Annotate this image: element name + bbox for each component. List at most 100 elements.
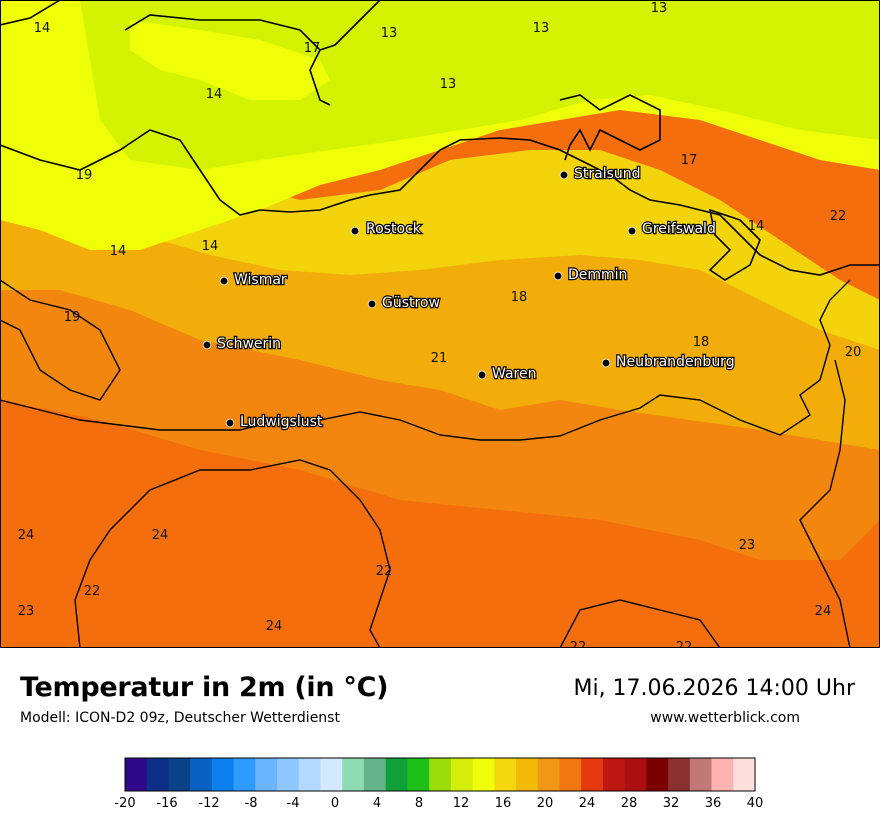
scale-tick-label: 24 xyxy=(579,796,596,811)
temp-label: 18 xyxy=(693,335,710,350)
color-swatch xyxy=(733,758,756,791)
color-swatch xyxy=(429,758,452,791)
website-link[interactable]: www.wetterblick.com xyxy=(650,710,800,726)
color-swatch xyxy=(255,758,278,791)
chart-title: Temperatur in 2m (in °C) xyxy=(20,672,389,703)
temp-label: 21 xyxy=(431,351,448,366)
temp-label: 24 xyxy=(152,528,169,543)
temperature-map: 14 17 13 13 13 14 13 17 19 14 14 14 19 1… xyxy=(0,0,880,648)
color-swatch xyxy=(450,758,474,791)
temp-label: 22 xyxy=(676,640,693,648)
svg-text:Waren: Waren xyxy=(492,366,536,382)
scale-tick-label: 12 xyxy=(453,796,470,811)
city-waren: Waren xyxy=(477,365,538,383)
field-14 xyxy=(80,0,880,170)
color-swatch xyxy=(320,758,343,791)
svg-text:Greifswald: Greifswald xyxy=(642,221,716,237)
temp-label: 14 xyxy=(110,244,127,259)
city-demmin: Demmin xyxy=(553,266,629,284)
scale-tick-label: 20 xyxy=(537,796,554,811)
city-wismar: Wismar xyxy=(219,271,288,289)
city-ludwigslust: Ludwigslust xyxy=(225,413,324,431)
color-swatch xyxy=(494,758,517,791)
scale-tick-label: 16 xyxy=(495,796,512,811)
temp-label: 18 xyxy=(511,290,528,305)
color-swatch xyxy=(711,758,734,791)
scale-tick-label: 4 xyxy=(373,796,381,811)
temp-label: 24 xyxy=(815,604,832,619)
temp-label: 19 xyxy=(64,310,81,325)
color-swatch xyxy=(168,758,191,791)
scale-tick-label: 0 xyxy=(331,796,339,811)
field-17-island xyxy=(130,20,330,100)
svg-text:Wismar: Wismar xyxy=(234,272,287,288)
color-swatch xyxy=(516,758,539,791)
border-lines xyxy=(0,279,851,648)
scale-tick-label: 28 xyxy=(621,796,638,811)
temp-label: 17 xyxy=(681,153,698,168)
temp-label: 13 xyxy=(651,1,668,16)
svg-text:Ludwigslust: Ludwigslust xyxy=(240,414,323,430)
city-rostock: Rostock xyxy=(350,220,423,238)
color-swatch xyxy=(559,758,582,791)
city-schwerin: Schwerin xyxy=(202,335,282,353)
temp-label: 13 xyxy=(440,77,457,92)
color-swatch xyxy=(472,758,495,791)
color-swatch xyxy=(646,758,669,791)
color-swatch xyxy=(407,758,430,791)
temp-label: 22 xyxy=(570,640,587,648)
color-swatch xyxy=(298,758,322,791)
color-swatch xyxy=(211,758,235,791)
color-swatch xyxy=(363,758,387,791)
temp-label: 14 xyxy=(748,219,765,234)
color-swatch xyxy=(689,758,713,791)
forecast-datetime: Mi, 17.06.2026 14:00 Uhr xyxy=(573,676,855,701)
color-swatch xyxy=(624,758,647,791)
temp-label: 13 xyxy=(533,21,550,36)
temp-label: 24 xyxy=(266,619,283,634)
svg-text:Neubrandenburg: Neubrandenburg xyxy=(616,354,735,370)
city-neubrandenburg: Neubrandenburg xyxy=(601,353,736,371)
svg-text:Stralsund: Stralsund xyxy=(574,166,641,182)
temp-label: 13 xyxy=(381,26,398,41)
color-swatch xyxy=(277,758,300,791)
temp-label: 23 xyxy=(739,538,756,553)
color-swatch xyxy=(602,758,626,791)
scale-tick-label: 36 xyxy=(705,796,722,811)
color-swatch xyxy=(342,758,365,791)
color-swatch xyxy=(233,758,256,791)
color-scale: -20 -16 -12 -8 -4 0 4 8 12 16 20 24 28 32 36 40 xyxy=(114,757,764,811)
color-swatch xyxy=(537,758,560,791)
svg-text:Demmin: Demmin xyxy=(568,267,627,283)
scale-tick-label: -8 xyxy=(245,796,258,811)
color-swatch xyxy=(581,758,604,791)
temp-label: 14 xyxy=(202,239,219,254)
temperature-labels: 14 17 13 13 13 14 13 17 19 14 14 14 19 1… xyxy=(18,1,862,648)
scale-tick-label: -12 xyxy=(198,796,219,811)
temp-label: 24 xyxy=(18,528,35,543)
scale-tick-label: -4 xyxy=(287,796,300,811)
city-stralsund: Stralsund xyxy=(559,165,642,183)
coastline xyxy=(0,0,880,281)
temp-label: 22 xyxy=(84,584,101,599)
temp-label: 17 xyxy=(304,41,321,56)
scale-tick-label: -20 xyxy=(114,796,135,811)
city-guestrow: Güstrow xyxy=(367,294,441,312)
temp-label: 14 xyxy=(34,21,51,36)
scale-tick-label: 40 xyxy=(747,796,764,811)
scale-tick-label: 32 xyxy=(663,796,680,811)
svg-text:Schwerin: Schwerin xyxy=(217,336,281,352)
color-swatch xyxy=(668,758,691,791)
color-swatch xyxy=(190,758,213,791)
color-swatch xyxy=(125,758,148,791)
color-swatch xyxy=(146,758,169,791)
model-subtitle: Modell: ICON-D2 09z, Deutscher Wetterdie… xyxy=(20,710,340,726)
svg-text:Rostock: Rostock xyxy=(366,221,422,237)
city-greifswald: Greifswald xyxy=(627,220,717,238)
temp-label: 23 xyxy=(18,604,35,619)
footer: Temperatur in 2m (in °C) Modell: ICON-D2… xyxy=(0,648,880,830)
color-scale-frame xyxy=(124,757,756,792)
temp-label: 14 xyxy=(206,87,223,102)
temp-label: 20 xyxy=(845,345,862,360)
temp-label: 19 xyxy=(76,168,93,183)
